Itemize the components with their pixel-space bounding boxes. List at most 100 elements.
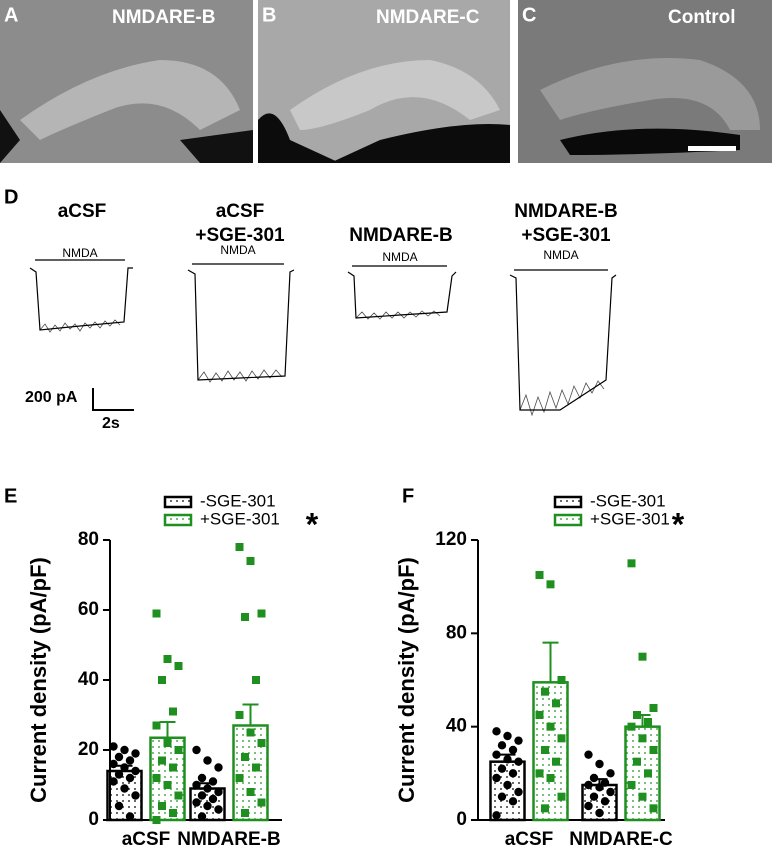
- data-point: [120, 745, 129, 755]
- data-point: [595, 759, 604, 769]
- image-label: NMDARE-B: [112, 7, 215, 28]
- data-point: [557, 676, 566, 684]
- data-point: [508, 769, 518, 778]
- y-axis-label: Current density (pA/pF): [394, 557, 419, 803]
- data-point: [174, 746, 183, 754]
- trace-title: aCSF: [216, 201, 265, 222]
- x-tick-label: NMDARE-B: [177, 829, 280, 850]
- data-point: [627, 559, 636, 568]
- data-point: [600, 778, 610, 787]
- data-point: [197, 791, 207, 800]
- data-point: [541, 804, 549, 813]
- data-point: [197, 812, 207, 821]
- data-point: [497, 764, 507, 773]
- data-point: [109, 777, 118, 786]
- trace-title: NMDARE-B: [514, 201, 617, 222]
- scale-bar: [92, 388, 134, 411]
- data-point: [535, 711, 544, 719]
- data-point: [125, 756, 135, 765]
- data-point: [503, 755, 512, 764]
- data-point: [163, 739, 172, 747]
- annotation: *: [306, 506, 319, 542]
- y-tick-label: 0: [456, 809, 467, 830]
- data-point: [174, 662, 183, 670]
- data-point: [503, 731, 512, 741]
- data-point: [114, 752, 124, 762]
- data-point: [589, 773, 599, 783]
- data-point: [627, 781, 636, 789]
- trace-title: +SGE-301: [195, 225, 285, 246]
- legend-label: +SGE-301: [590, 509, 670, 528]
- data-point: [109, 742, 118, 751]
- data-point: [541, 687, 549, 696]
- data-point: [203, 801, 212, 811]
- micrograph-a: [0, 0, 253, 163]
- legend-label: +SGE-301: [200, 509, 280, 528]
- legend-swatch: [553, 495, 583, 509]
- error-bar: [242, 703, 259, 726]
- data-point: [627, 722, 636, 731]
- panel-letter: D: [4, 186, 18, 208]
- data-point: [158, 756, 166, 765]
- data-point: [114, 801, 124, 811]
- y-tick-label: 20: [78, 739, 99, 760]
- y-tick-label: 40: [446, 716, 467, 737]
- data-point: [169, 707, 177, 716]
- data-point: [514, 787, 523, 797]
- data-point: [152, 609, 161, 618]
- data-point: [131, 749, 140, 758]
- data-point: [125, 773, 135, 783]
- image-label: Control: [668, 7, 736, 28]
- data-point: [152, 721, 161, 730]
- data-point: [152, 774, 161, 782]
- annotation: *: [672, 506, 685, 542]
- data-point: [252, 763, 260, 772]
- data-point: [192, 745, 201, 755]
- data-point: [246, 557, 255, 565]
- legend-label: -SGE-301: [200, 491, 276, 510]
- y-tick-label: 40: [78, 669, 99, 690]
- data-point: [595, 783, 604, 792]
- data-point: [552, 757, 560, 766]
- data-point: [246, 728, 255, 737]
- trace-title: NMDARE-B: [349, 225, 452, 246]
- stim-label: NMDA: [62, 246, 97, 260]
- data-point: [192, 798, 201, 807]
- data-point: [241, 753, 249, 761]
- image-label: NMDARE-C: [376, 7, 480, 28]
- data-point: [649, 704, 658, 712]
- data-point: [497, 792, 507, 801]
- data-point: [241, 613, 249, 621]
- data-point: [158, 802, 166, 810]
- data-point: [197, 773, 207, 783]
- panel-letter: C: [522, 4, 536, 26]
- legend-swatch: [553, 513, 583, 527]
- data-point: [120, 784, 129, 793]
- data-point: [584, 750, 593, 759]
- data-point: [208, 777, 218, 786]
- data-point: [257, 739, 266, 747]
- data-point: [492, 773, 501, 783]
- x-tick-label: aCSF: [505, 829, 554, 850]
- y-axis-label: Current density (pA/pF): [26, 557, 51, 803]
- data-point: [546, 580, 555, 589]
- data-point: [492, 750, 501, 759]
- data-point: [638, 792, 647, 801]
- data-point: [152, 816, 161, 824]
- y-tick-label: 120: [435, 529, 467, 550]
- data-point: [214, 787, 223, 797]
- data-point: [514, 757, 523, 766]
- scale-y: 200 pA: [25, 389, 78, 406]
- data-point: [241, 809, 249, 817]
- data-point: [492, 811, 501, 820]
- data-point: [125, 812, 135, 821]
- data-point: [169, 809, 177, 817]
- data-point: [174, 791, 183, 800]
- data-point: [644, 769, 652, 778]
- micrograph-c: [518, 0, 772, 163]
- data-point: [158, 676, 166, 684]
- stim-label: NMDA: [220, 243, 255, 257]
- panel-letter: E: [4, 485, 17, 507]
- data-point: [584, 780, 593, 790]
